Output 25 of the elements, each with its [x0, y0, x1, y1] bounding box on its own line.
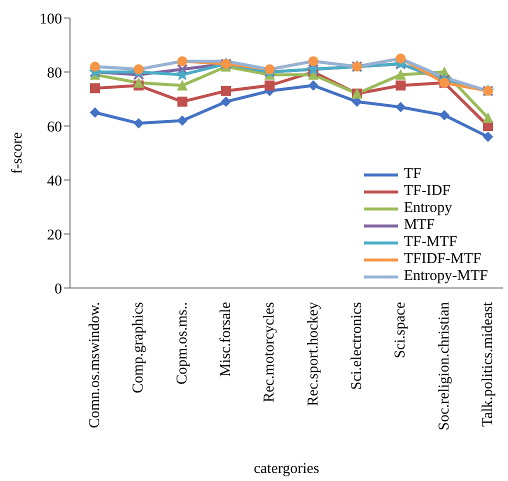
y-tick-label: 20 — [47, 227, 62, 244]
x-tick-label: Copm.os.ms.. — [174, 302, 190, 385]
x-tick-label: Rec.motorcycles — [262, 302, 278, 402]
x-tick-label: Misc.forsale — [218, 302, 234, 377]
legend-label: MTF — [404, 217, 435, 234]
x-tick-label: Comn.os.mswindow. — [87, 302, 103, 428]
y-tick-label: 80 — [47, 65, 62, 82]
y-axis-title: f-score — [9, 132, 26, 174]
y-tick-label: 0 — [54, 281, 62, 298]
legend-label: TFIDF-MTF — [404, 251, 482, 268]
y-tick-label: 60 — [47, 119, 62, 136]
legend-label: TF-IDF — [404, 183, 450, 200]
x-tick-label: Rec.sport.hockey — [305, 302, 322, 406]
legend-label: Entropy — [404, 200, 452, 217]
x-tick-label: Sci.space — [392, 302, 409, 358]
y-tick-label: 100 — [40, 11, 62, 28]
legend-label: TF-MTF — [404, 234, 458, 251]
x-tick-label: Soc.religion.christian — [436, 302, 452, 430]
x-tick-label: Comp.graphics — [130, 302, 147, 394]
legend-label: Entropy-MTF — [404, 268, 488, 285]
x-axis-title: catergories — [254, 461, 320, 477]
y-tick-label: 40 — [47, 173, 62, 190]
x-tick-label: Sci.electronics — [349, 302, 365, 390]
legend-label: TF — [404, 166, 422, 183]
x-tick-label: Talk.politics.mideast — [480, 301, 496, 427]
